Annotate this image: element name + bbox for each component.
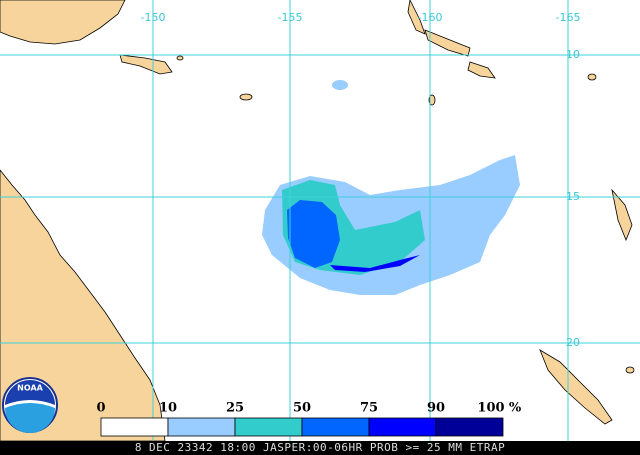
precip-probability xyxy=(262,80,520,295)
land xyxy=(0,0,635,442)
legend-swatch xyxy=(234,417,303,437)
longitude-label: -150 xyxy=(141,11,166,24)
latitude-label: -15 xyxy=(562,190,580,203)
legend-label: 50 xyxy=(293,401,311,416)
legend-label: 90 xyxy=(427,401,445,416)
footer-bar xyxy=(0,441,640,455)
legend-label: 0 xyxy=(96,401,105,416)
legend-swatch xyxy=(435,417,504,437)
latitude-label: -20 xyxy=(562,336,580,349)
legend-swatch xyxy=(100,417,169,437)
legend-swatch xyxy=(368,417,437,437)
longitude-label: -155 xyxy=(278,11,303,24)
noaa-logo: NOAA xyxy=(2,377,58,433)
legend-swatch xyxy=(167,417,236,437)
longitude-label: -160 xyxy=(418,11,443,24)
footer-text: 8 DEC 23342 18:00 JASPER:00-06HR PROB >=… xyxy=(135,441,505,454)
lat-lon-grid xyxy=(0,0,640,441)
legend-label: 100 xyxy=(477,401,504,416)
legend-label: 25 xyxy=(226,401,244,416)
legend-swatch xyxy=(301,417,370,437)
legend: 0 10 25 50 75 90 100% xyxy=(96,401,522,437)
legend-label: 75 xyxy=(360,401,378,416)
longitude-label: -165 xyxy=(556,11,581,24)
logo-text: NOAA xyxy=(17,384,43,393)
legend-unit: % xyxy=(509,401,522,416)
legend-label: 10 xyxy=(159,401,177,416)
latitude-label: -10 xyxy=(562,48,580,61)
